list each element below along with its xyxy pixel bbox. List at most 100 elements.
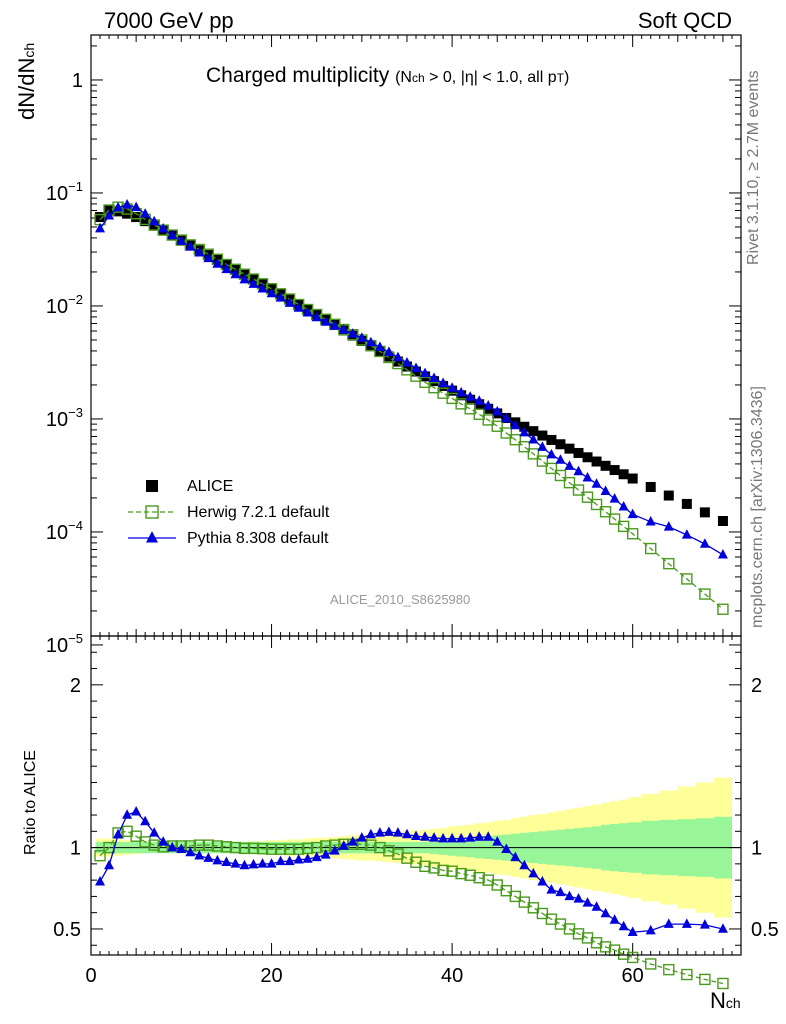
main-pythia-point — [564, 460, 575, 470]
main-pythia-point — [266, 287, 277, 298]
main-pythia-point — [356, 332, 367, 342]
ratio-pythia-point — [257, 858, 268, 868]
ratio-y-tick-label: 2 — [70, 675, 81, 697]
analysis-id: ALICE_2010_S8625980 — [330, 592, 471, 607]
main-pythia-point — [438, 377, 449, 388]
ratio-pythia-point — [158, 836, 169, 846]
main-pythia-point — [284, 297, 295, 307]
plot-title: Charged multiplicity (Nch > 0, |η| < 1.0… — [206, 64, 569, 88]
main-alice-point — [113, 206, 124, 217]
main-pythia-point — [401, 357, 412, 367]
ratio-herwig-point — [681, 968, 693, 981]
main-alice-point — [591, 456, 602, 467]
y-tick-label: 1 — [72, 70, 83, 92]
main-herwig-point — [699, 588, 711, 600]
main-alice-point — [627, 473, 638, 484]
ratio-pythia-point — [465, 832, 476, 842]
main-pythia-point — [140, 208, 151, 218]
main-pythia-point — [420, 367, 431, 378]
ratio-pythia-point — [717, 923, 728, 933]
main-pythia-point — [510, 419, 521, 430]
main-herwig-point — [527, 448, 540, 460]
main-alice-point — [564, 443, 575, 454]
main-pythia-point — [447, 382, 458, 392]
main-pythia-point — [383, 346, 394, 356]
main-pythia-point — [528, 433, 539, 444]
main-pythia-point — [230, 268, 241, 279]
ratio-herwig-point — [626, 951, 639, 964]
ratio-pythia-point — [645, 924, 656, 935]
main-herwig-point — [536, 455, 549, 467]
x-tick-label: 0 — [85, 965, 96, 987]
main-herwig-point — [717, 603, 729, 615]
ratio-y-tick-label-right: 0.5 — [751, 919, 779, 941]
ratio-y-tick-label: 0.5 — [53, 919, 81, 941]
main-pythia-point — [185, 241, 196, 251]
ratio-herwig-point — [229, 841, 242, 854]
ratio-pythia-point — [239, 859, 250, 870]
ratio-herwig-point — [699, 973, 711, 986]
main-herwig-point — [572, 484, 585, 496]
main-pythia-point — [465, 391, 476, 401]
main-pythia-point — [329, 320, 340, 330]
ratio-pythia-point — [555, 886, 566, 897]
main-alice-point — [140, 216, 151, 227]
main-pythia-point — [483, 399, 494, 410]
ratio-herwig-point — [383, 845, 395, 857]
y-tick-label: 10−2 — [46, 292, 83, 318]
main-herwig-point — [581, 491, 594, 503]
main-alice-point — [537, 430, 548, 441]
ratio-pythia-point — [609, 914, 620, 924]
x-axis-label: Nch — [710, 988, 741, 1013]
main-alice-point — [383, 351, 394, 362]
main-alice-point — [392, 356, 403, 367]
ratio-pythia-point — [447, 832, 458, 843]
ratio-pythia-point — [474, 831, 485, 841]
ratio-herwig-point — [617, 948, 630, 960]
main-pythia-point — [609, 493, 620, 503]
main-pythia-point — [492, 405, 503, 416]
main-pythia-point — [429, 372, 440, 383]
ratio-herwig-point — [464, 869, 476, 881]
ratio-pythia-point — [483, 831, 494, 841]
main-herwig-line — [99, 206, 724, 610]
main-pythia-point — [194, 246, 205, 257]
ratio-pythia-point — [338, 840, 349, 850]
main-alice-point — [609, 465, 620, 476]
x-tick-label: 60 — [622, 965, 644, 987]
ratio-herwig-point — [392, 848, 404, 860]
ratio-herwig-point — [663, 963, 675, 976]
main-herwig-point — [608, 513, 621, 525]
y-tick-label: 10−3 — [46, 405, 83, 431]
ratio-pythia-point — [194, 849, 205, 860]
main-pythia-point — [627, 508, 638, 519]
ratio-pythia-point — [293, 854, 304, 864]
ratio-pythia-point — [95, 876, 106, 886]
ratio-pythia-point — [392, 827, 403, 837]
main-pythia-point — [591, 478, 602, 488]
main-alice-point — [365, 341, 376, 352]
main-alice-point — [528, 426, 539, 437]
main-pythia-point — [582, 471, 593, 482]
ratio-y-tick-label-right: 1 — [751, 838, 762, 860]
ratio-pythia-point — [528, 867, 539, 878]
y-tick-label: 10−4 — [46, 518, 83, 544]
main-pythia-point — [167, 229, 178, 240]
ratio-pythia-point — [140, 815, 151, 826]
legend-marker-1 — [145, 505, 159, 519]
ratio-pythia-point — [420, 831, 431, 841]
ratio-pythia-point — [627, 926, 638, 936]
ratio-pythia-point — [356, 832, 367, 842]
main-pythia-point — [176, 235, 187, 245]
legend-label-herwig: Herwig 7.2.1 default — [187, 504, 330, 521]
ratio-pythia-point — [320, 849, 331, 859]
ratio-pythia-point — [546, 884, 557, 894]
main-herwig-point — [554, 469, 567, 482]
ratio-herwig-point — [437, 864, 449, 877]
ratio-herwig-point — [717, 977, 729, 990]
ratio-herwig-point — [572, 928, 585, 940]
ratio-pythia-point — [149, 827, 160, 837]
ratio-pythia-point — [492, 836, 503, 846]
main-pythia-point — [681, 529, 692, 539]
main-alice-point — [699, 507, 710, 518]
